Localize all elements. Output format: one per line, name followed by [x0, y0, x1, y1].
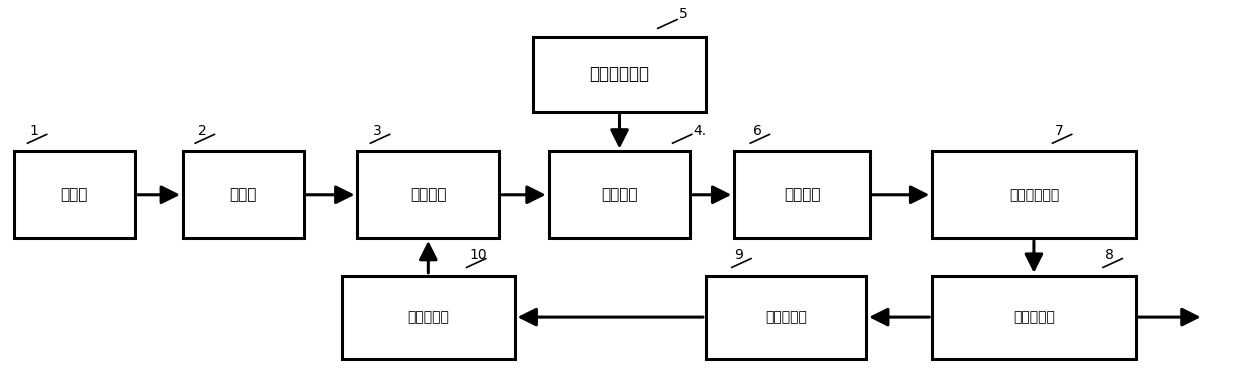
Bar — [342, 276, 514, 359]
Text: 3: 3 — [373, 124, 382, 138]
Bar — [533, 37, 706, 112]
Text: 固定延时线: 固定延时线 — [764, 310, 807, 324]
Text: 4.: 4. — [694, 124, 706, 138]
Text: 10: 10 — [470, 248, 487, 262]
Text: 可调延时线: 可调延时线 — [408, 310, 450, 324]
Bar — [357, 152, 499, 238]
Text: 输出耦合器: 输出耦合器 — [1014, 310, 1054, 324]
Text: 泵浦源: 泵浦源 — [61, 187, 88, 202]
Text: 增益光纤: 增益光纤 — [784, 187, 820, 202]
Text: 5: 5 — [679, 7, 688, 21]
Text: 光耦合器: 光耦合器 — [410, 187, 446, 202]
Text: 2: 2 — [198, 124, 207, 138]
Text: 7: 7 — [1054, 124, 1063, 138]
Bar — [932, 276, 1136, 359]
Text: 9: 9 — [735, 248, 743, 262]
Bar — [14, 152, 135, 238]
Bar — [735, 152, 870, 238]
Text: 光耦合器: 光耦合器 — [601, 187, 638, 202]
Bar — [183, 152, 304, 238]
Text: 8: 8 — [1105, 248, 1114, 262]
Text: 半导体激光器: 半导体激光器 — [590, 65, 649, 83]
Bar — [549, 152, 690, 238]
Text: 隔离器: 隔离器 — [229, 187, 256, 202]
Bar — [706, 276, 866, 359]
Text: 参量转换介质: 参量转换介质 — [1009, 188, 1059, 202]
Bar — [932, 152, 1136, 238]
Text: 6: 6 — [753, 124, 762, 138]
Text: 1: 1 — [30, 124, 38, 138]
